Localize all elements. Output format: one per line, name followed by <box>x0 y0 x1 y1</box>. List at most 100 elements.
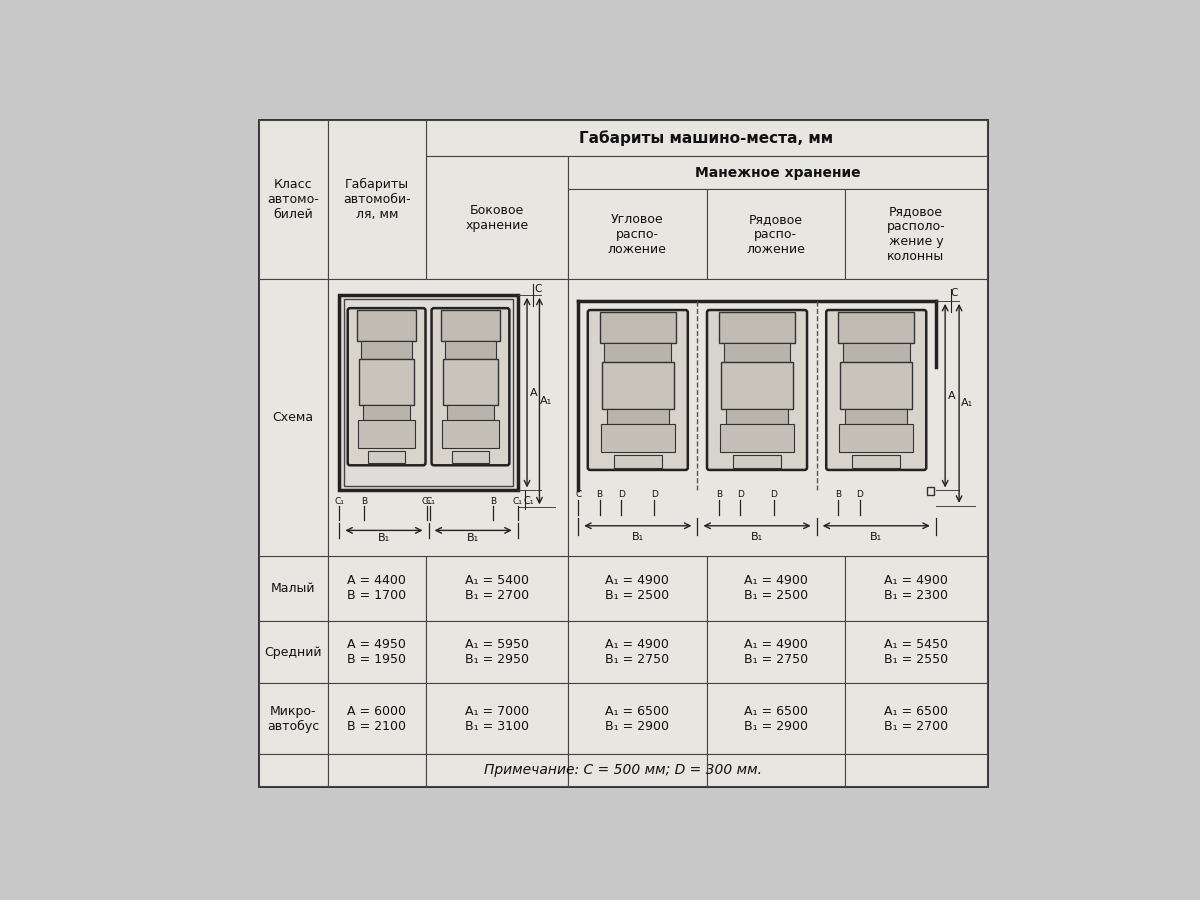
Bar <box>707 157 845 190</box>
Text: A₁ = 4900
B₁ = 2500: A₁ = 4900 B₁ = 2500 <box>744 574 808 602</box>
Bar <box>446 405 494 420</box>
Text: Угловое
распо-
ложение: Угловое распо- ложение <box>608 213 667 256</box>
Text: D: D <box>737 491 744 500</box>
Bar <box>340 295 517 490</box>
Bar <box>845 754 988 786</box>
Bar <box>328 190 426 279</box>
Bar <box>839 424 913 452</box>
Bar <box>733 455 781 468</box>
FancyBboxPatch shape <box>827 310 926 470</box>
Text: C: C <box>575 491 581 500</box>
Text: Микро-
автобус: Микро- автобус <box>266 705 319 733</box>
Text: D: D <box>770 491 778 500</box>
Bar <box>258 120 328 157</box>
Bar <box>426 683 568 754</box>
Bar <box>845 190 988 279</box>
Bar <box>707 279 845 556</box>
Text: A₁: A₁ <box>540 396 552 406</box>
Text: Габариты
автомоби-
ля, мм: Габариты автомоби- ля, мм <box>343 178 410 221</box>
Text: C₁: C₁ <box>335 497 344 506</box>
Text: Примечание: C = 500 мм; D = 300 мм.: Примечание: C = 500 мм; D = 300 мм. <box>484 763 762 777</box>
Bar <box>845 621 988 683</box>
Text: A: A <box>948 391 956 401</box>
Text: B₁: B₁ <box>631 532 644 542</box>
Text: C₁: C₁ <box>523 496 534 506</box>
Bar <box>845 556 988 621</box>
Text: A = 4950
B = 1950: A = 4950 B = 1950 <box>347 638 407 666</box>
Bar <box>442 310 499 341</box>
Bar <box>426 621 568 683</box>
Bar <box>568 157 707 190</box>
Bar <box>568 754 707 786</box>
Text: A₁ = 6500
B₁ = 2900: A₁ = 6500 B₁ = 2900 <box>605 705 670 733</box>
Bar <box>842 344 910 362</box>
Bar <box>258 683 328 754</box>
Text: A = 6000
B = 2100: A = 6000 B = 2100 <box>347 705 407 733</box>
Bar <box>707 190 845 279</box>
Bar <box>845 279 988 556</box>
Bar <box>707 683 845 754</box>
Bar <box>443 359 498 405</box>
Bar <box>719 312 796 344</box>
Bar <box>426 120 568 157</box>
Bar <box>426 556 568 621</box>
Bar <box>720 424 794 452</box>
Text: Габариты машино-места, мм: Габариты машино-места, мм <box>580 130 834 146</box>
Text: A₁ = 5950
B₁ = 2950: A₁ = 5950 B₁ = 2950 <box>466 638 529 666</box>
Text: B₁: B₁ <box>467 533 479 543</box>
Text: A₁ = 4900
B₁ = 2500: A₁ = 4900 B₁ = 2500 <box>605 574 670 602</box>
FancyBboxPatch shape <box>588 310 688 470</box>
Text: B: B <box>361 497 367 506</box>
Bar <box>568 190 707 279</box>
Bar <box>359 359 414 405</box>
Bar <box>845 409 907 424</box>
Bar <box>600 312 676 344</box>
Bar <box>328 279 426 556</box>
Bar <box>358 420 415 447</box>
Text: Рядовое
располо-
жение у
колонны: Рядовое располо- жение у колонны <box>887 205 946 264</box>
Text: Манежное хранение: Манежное хранение <box>695 166 860 180</box>
Text: A₁ = 4900
B₁ = 2300: A₁ = 4900 B₁ = 2300 <box>884 574 948 602</box>
FancyBboxPatch shape <box>707 310 808 470</box>
Bar <box>445 341 496 359</box>
Bar <box>258 754 328 786</box>
Text: Класс
автомо-
билей: Класс автомо- билей <box>268 178 319 221</box>
Bar <box>328 157 426 190</box>
Bar <box>361 341 413 359</box>
Bar <box>426 754 568 786</box>
Text: A₁ = 6500
B₁ = 2900: A₁ = 6500 B₁ = 2900 <box>744 705 808 733</box>
Bar <box>568 157 986 190</box>
Bar <box>707 190 845 279</box>
Bar <box>607 409 668 424</box>
Text: D: D <box>618 491 624 500</box>
Text: C₁: C₁ <box>512 497 523 506</box>
Bar <box>926 487 935 495</box>
Bar <box>568 683 707 754</box>
Bar <box>258 279 328 556</box>
Text: B: B <box>596 491 602 500</box>
Bar <box>368 451 404 463</box>
Bar <box>568 279 707 556</box>
Text: C₁: C₁ <box>425 497 436 506</box>
Text: A₁ = 4900
B₁ = 2750: A₁ = 4900 B₁ = 2750 <box>744 638 808 666</box>
Text: A: A <box>530 388 538 398</box>
Text: B: B <box>716 491 722 500</box>
Bar <box>568 190 707 279</box>
Text: Средний: Средний <box>264 645 322 659</box>
Bar <box>426 190 568 279</box>
Text: B₁: B₁ <box>378 533 390 543</box>
Bar <box>568 279 986 556</box>
Bar <box>328 683 426 754</box>
Bar <box>362 405 410 420</box>
Bar <box>726 409 788 424</box>
Bar <box>426 157 568 279</box>
Bar <box>614 455 661 468</box>
Bar <box>845 157 988 190</box>
Bar <box>707 621 845 683</box>
Bar <box>840 362 912 409</box>
Bar <box>258 279 328 556</box>
Bar <box>344 300 514 486</box>
Text: A₁ = 5450
B₁ = 2550: A₁ = 5450 B₁ = 2550 <box>884 638 948 666</box>
Bar <box>852 455 900 468</box>
Text: Малый: Малый <box>271 582 316 595</box>
